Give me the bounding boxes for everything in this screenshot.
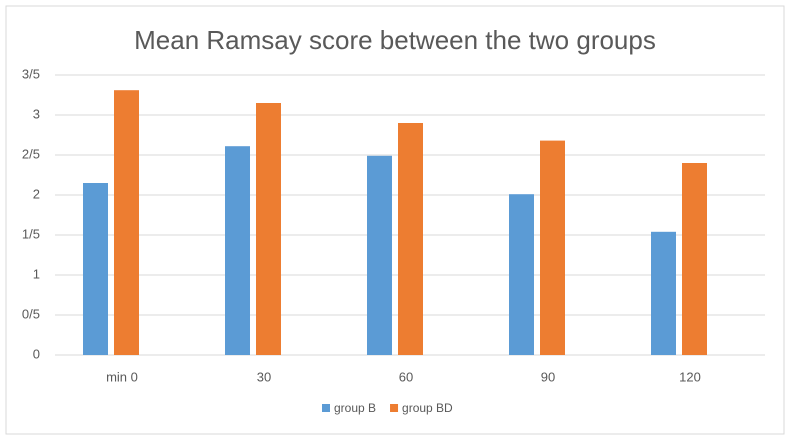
x-tick-label: 90	[541, 369, 555, 384]
y-tick-label: 1	[33, 266, 40, 281]
y-tick-label: 3/5	[22, 66, 40, 81]
bar	[398, 123, 423, 355]
y-tick-label: 2	[33, 186, 40, 201]
bar	[225, 146, 250, 355]
y-tick-label: 0/5	[22, 306, 40, 321]
y-tick-label: 0	[33, 346, 40, 361]
legend-label: group BD	[402, 401, 453, 415]
bar	[367, 155, 392, 355]
bar	[256, 103, 281, 355]
x-tick-label: 30	[257, 369, 271, 384]
bar	[682, 163, 707, 355]
y-tick-label: 3	[33, 106, 40, 121]
bar	[651, 231, 676, 355]
bar	[83, 183, 108, 355]
bar	[114, 90, 139, 355]
y-tick-label: 1/5	[22, 226, 40, 241]
x-tick-label: 60	[399, 369, 413, 384]
legend-swatch	[322, 404, 330, 412]
x-tick-label: min 0	[106, 369, 138, 384]
y-tick-label: 2/5	[22, 146, 40, 161]
bar	[509, 194, 534, 355]
legend-swatch	[390, 404, 399, 412]
chart-title: Mean Ramsay score between the two groups	[134, 25, 656, 55]
bar	[540, 140, 565, 355]
x-tick-label: 120	[679, 369, 701, 384]
legend-label: group B	[334, 401, 376, 415]
